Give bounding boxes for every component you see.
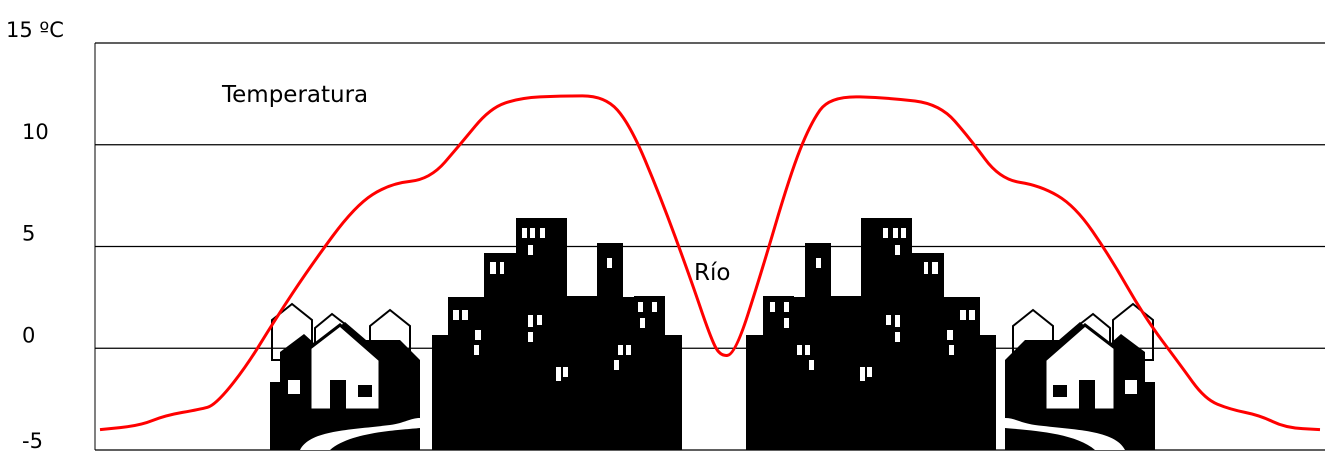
y-tick-label: 5 [22,222,35,246]
y-tick-label: 0 [22,323,35,347]
city-buildings-icon [746,218,996,450]
y-tick-label: 15 ºC [6,18,64,42]
houses-icon [270,302,420,450]
y-axis-tick-labels: 15 ºC 10 5 0 -5 [6,18,64,453]
series-line-temperatura [99,94,1321,432]
annotation-rio: Río [694,260,730,286]
houses-icon [1005,302,1155,450]
city-buildings-icon [432,218,682,450]
y-tick-label: -5 [22,429,43,453]
series-label-temperatura: Temperatura [221,82,368,108]
y-tick-label: 10 [22,120,49,144]
